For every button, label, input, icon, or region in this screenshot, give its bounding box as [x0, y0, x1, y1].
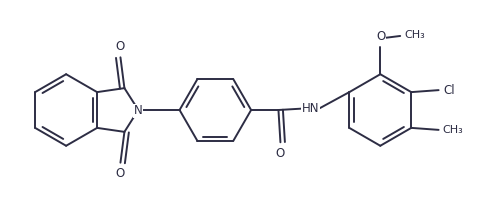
Text: O: O	[116, 40, 125, 53]
Text: Cl: Cl	[444, 84, 455, 97]
Text: O: O	[276, 147, 285, 160]
Text: CH₃: CH₃	[442, 125, 463, 135]
Text: N: N	[134, 104, 143, 117]
Text: O: O	[116, 167, 125, 180]
Text: HN: HN	[302, 102, 319, 115]
Text: CH₃: CH₃	[405, 30, 425, 40]
Text: O: O	[376, 30, 385, 44]
